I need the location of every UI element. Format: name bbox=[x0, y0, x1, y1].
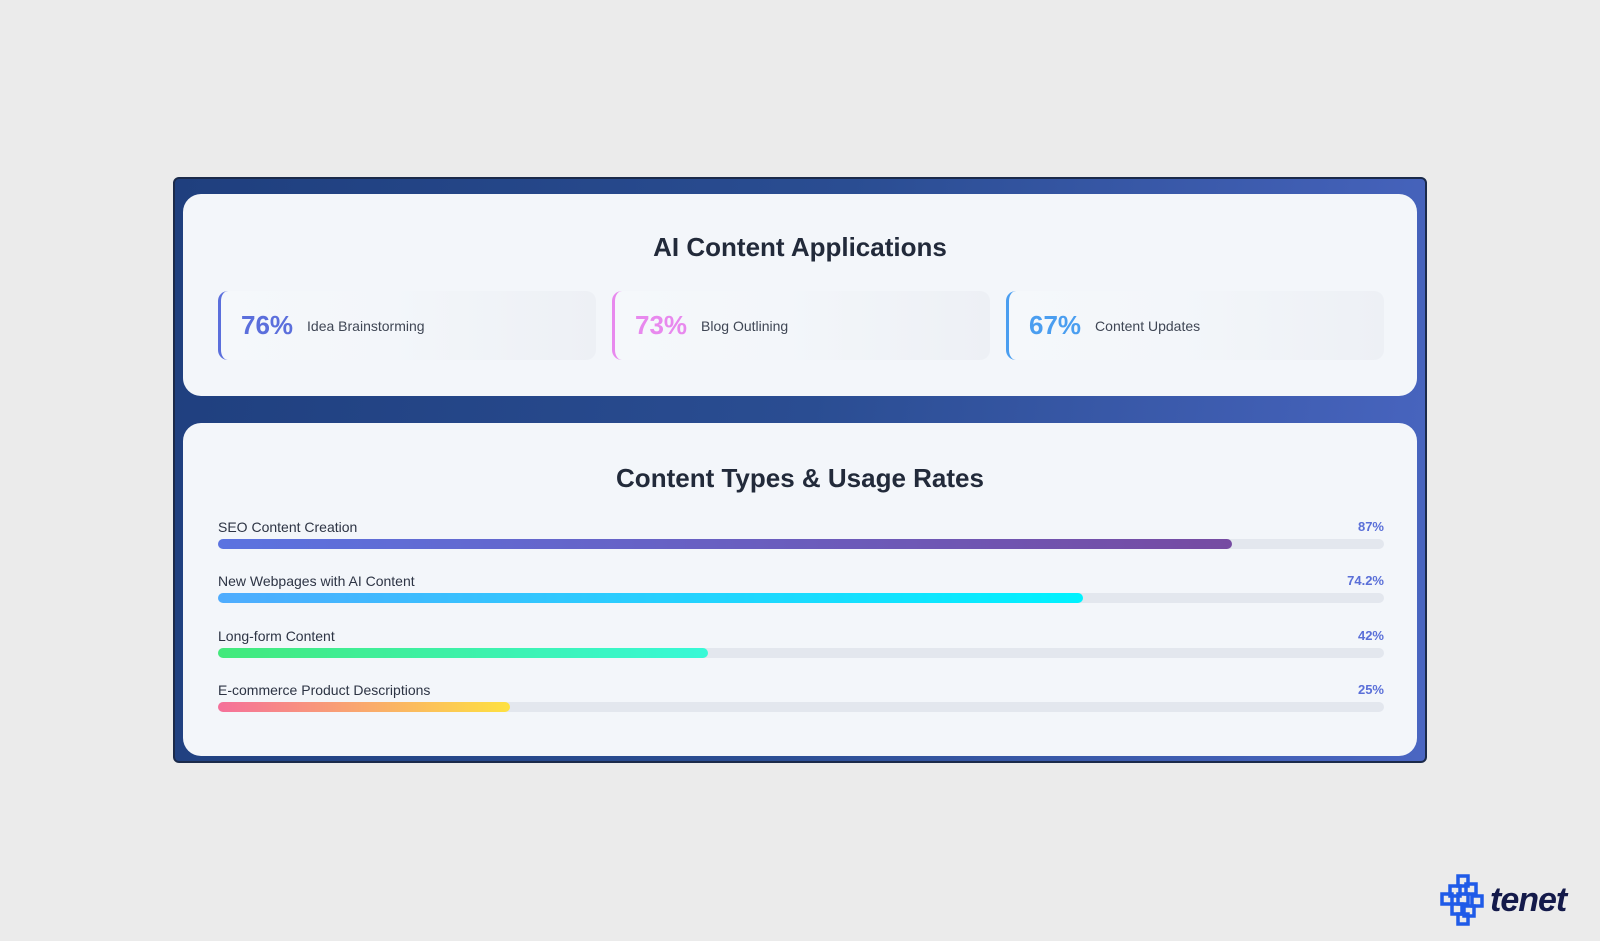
progress-track bbox=[218, 702, 1384, 712]
usage-card: Content Types & Usage Rates SEO Content … bbox=[183, 423, 1417, 756]
stat-label: Blog Outlining bbox=[701, 317, 789, 334]
tenet-logo-icon bbox=[1440, 874, 1484, 926]
usage-label: New Webpages with AI Content bbox=[218, 573, 415, 589]
progress-fill bbox=[218, 593, 1084, 603]
progress-fill bbox=[218, 648, 708, 658]
progress-track bbox=[218, 539, 1384, 549]
stat-blog-outlining: 73% Blog Outlining bbox=[612, 291, 990, 360]
usage-value: 42% bbox=[1357, 628, 1384, 643]
stat-label: Content Updates bbox=[1095, 317, 1201, 334]
stat-value: 76% bbox=[241, 310, 294, 340]
dashboard-frame: AI Content Applications 76% Idea Brainst… bbox=[173, 177, 1427, 763]
progress-track bbox=[218, 593, 1384, 603]
progress-fill bbox=[218, 539, 1233, 549]
tenet-logo-text: tenet bbox=[1490, 880, 1567, 919]
progress-fill bbox=[218, 702, 510, 712]
progress-track bbox=[218, 648, 1384, 658]
applications-title: AI Content Applications bbox=[653, 232, 947, 262]
tenet-logo: tenet bbox=[1440, 874, 1567, 926]
usage-label: Long-form Content bbox=[218, 628, 335, 644]
usage-title: Content Types & Usage Rates bbox=[616, 463, 984, 493]
usage-label: E-commerce Product Descriptions bbox=[218, 682, 431, 698]
stat-value: 73% bbox=[635, 310, 688, 340]
stat-idea-brainstorming: 76% Idea Brainstorming bbox=[218, 291, 596, 360]
usage-label: SEO Content Creation bbox=[218, 519, 358, 535]
applications-card: AI Content Applications 76% Idea Brainst… bbox=[183, 194, 1417, 396]
stat-label: Idea Brainstorming bbox=[307, 317, 425, 334]
usage-value: 87% bbox=[1357, 519, 1384, 534]
stat-value: 67% bbox=[1029, 310, 1082, 340]
stat-content-updates: 67% Content Updates bbox=[1006, 291, 1384, 360]
usage-value: 74.2% bbox=[1347, 573, 1384, 588]
usage-value: 25% bbox=[1357, 682, 1384, 697]
